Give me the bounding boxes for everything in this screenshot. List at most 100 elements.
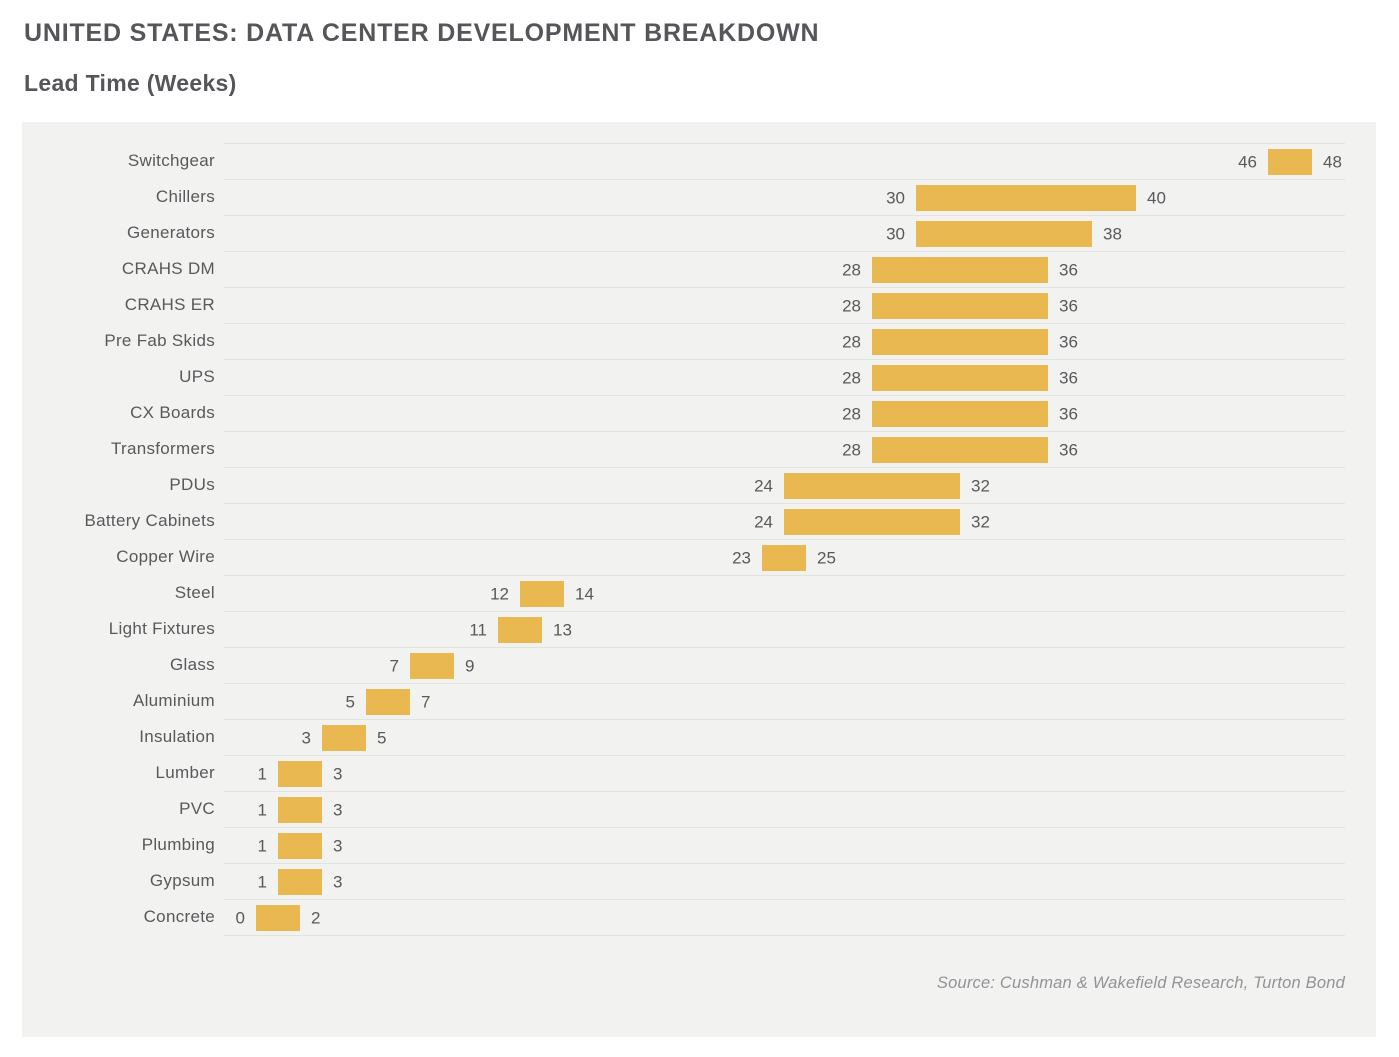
- category-label: Generators: [126, 223, 215, 242]
- row-plot: 28 36: [224, 359, 1345, 395]
- row-plot: 28 36: [224, 431, 1345, 467]
- range-bar: [278, 868, 322, 895]
- category-label: Light Fixtures: [108, 619, 215, 638]
- chart-row: Generators 30 38: [22, 215, 1376, 251]
- row-plot: 24 32: [224, 503, 1345, 539]
- lead-time-range-chart: Switchgear 46 48 Chillers 30 40 Generators 30 38…: [22, 143, 1376, 936]
- chart-row: CX Boards 28 36: [22, 395, 1376, 431]
- category-label: Copper Wire: [116, 547, 215, 566]
- chart-row: Aluminium 5 7: [22, 683, 1376, 719]
- range-bar: [762, 544, 806, 571]
- range-start-value: 7: [389, 656, 399, 675]
- range-end-value: 3: [333, 764, 343, 783]
- chart-row: CRAHS ER 28 36: [22, 287, 1376, 323]
- chart-row: PVC 1 3: [22, 791, 1376, 827]
- range-end-value: 5: [377, 728, 387, 747]
- category-label: Switchgear: [127, 151, 215, 170]
- range-bar: [872, 364, 1048, 391]
- range-bar: [322, 724, 366, 751]
- range-start-value: 1: [257, 836, 267, 855]
- range-bar: [872, 436, 1048, 463]
- range-start-value: 1: [257, 872, 267, 891]
- range-end-value: 36: [1059, 440, 1078, 459]
- source-note: Source: Cushman & Wakefield Research, Tu…: [936, 974, 1345, 992]
- chart-row: Plumbing 1 3: [22, 827, 1376, 863]
- range-start-value: 30: [886, 224, 905, 243]
- row-plot: 28 36: [224, 251, 1345, 287]
- range-end-value: 7: [421, 692, 431, 711]
- range-bar: [410, 652, 454, 679]
- range-bar: [278, 760, 322, 787]
- row-plot: 11 13: [224, 611, 1345, 647]
- range-end-value: 25: [817, 548, 836, 567]
- range-bar: [916, 184, 1136, 211]
- range-bar: [916, 220, 1092, 247]
- range-end-value: 3: [333, 872, 343, 891]
- range-start-value: 5: [345, 692, 355, 711]
- range-end-value: 36: [1059, 368, 1078, 387]
- row-plot: 24 32: [224, 467, 1345, 503]
- range-bar: [784, 472, 960, 499]
- chart-row: Insulation 3 5: [22, 719, 1376, 755]
- range-end-value: 32: [971, 476, 990, 495]
- range-bar: [1268, 148, 1312, 175]
- chart-row: PDUs 24 32: [22, 467, 1376, 503]
- range-bar: [520, 580, 564, 607]
- chart-row: Pre Fab Skids 28 36: [22, 323, 1376, 359]
- range-end-value: 36: [1059, 404, 1078, 423]
- row-plot: 30 40: [224, 179, 1345, 215]
- range-end-value: 2: [311, 908, 321, 927]
- category-label: Transformers: [110, 439, 215, 458]
- chart-subtitle: Lead Time (Weeks): [24, 70, 237, 96]
- range-end-value: 13: [553, 620, 572, 639]
- row-plot: 23 25: [224, 539, 1345, 575]
- range-end-value: 9: [465, 656, 475, 675]
- range-start-value: 3: [301, 728, 311, 747]
- range-start-value: 1: [257, 800, 267, 819]
- range-bar: [872, 256, 1048, 283]
- row-plot: 46 48: [224, 143, 1345, 179]
- range-bar: [498, 616, 542, 643]
- range-start-value: 28: [842, 260, 861, 279]
- range-end-value: 3: [333, 836, 343, 855]
- chart-row: Glass 7 9: [22, 647, 1376, 683]
- category-label: Steel: [174, 583, 215, 602]
- range-start-value: 46: [1238, 152, 1257, 171]
- row-plot: 28 36: [224, 323, 1345, 359]
- chart-row: Light Fixtures 11 13: [22, 611, 1376, 647]
- category-label: Pre Fab Skids: [104, 331, 215, 350]
- range-bar: [872, 292, 1048, 319]
- category-label: Lumber: [155, 763, 215, 782]
- chart-row: Copper Wire 23 25: [22, 539, 1376, 575]
- category-label: Gypsum: [149, 871, 215, 890]
- range-end-value: 36: [1059, 332, 1078, 351]
- range-start-value: 11: [469, 620, 487, 639]
- chart-row: Concrete 0 2: [22, 899, 1376, 935]
- range-bar: [278, 796, 322, 823]
- row-plot: 30 38: [224, 215, 1345, 251]
- category-label: CX Boards: [130, 403, 215, 422]
- category-label: Glass: [170, 655, 215, 674]
- chart-row: UPS 28 36: [22, 359, 1376, 395]
- range-start-value: 12: [490, 584, 509, 603]
- range-start-value: 24: [754, 512, 773, 531]
- chart-row: Transformers 28 36: [22, 431, 1376, 467]
- range-end-value: 36: [1059, 260, 1078, 279]
- category-label: Plumbing: [141, 835, 215, 854]
- range-start-value: 28: [842, 404, 861, 423]
- range-bar: [784, 508, 960, 535]
- range-end-value: 38: [1103, 224, 1122, 243]
- range-start-value: 24: [754, 476, 773, 495]
- range-start-value: 28: [842, 368, 861, 387]
- chart-row: Gypsum 1 3: [22, 863, 1376, 899]
- range-bar: [256, 904, 300, 931]
- category-label: Insulation: [139, 727, 215, 746]
- category-label: CRAHS DM: [121, 259, 215, 278]
- category-label: Chillers: [155, 187, 215, 206]
